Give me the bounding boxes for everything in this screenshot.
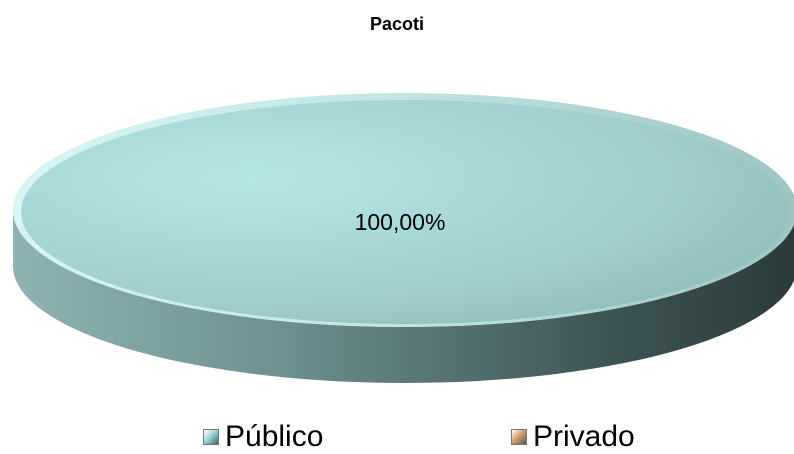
legend-item-privado: Privado (511, 420, 635, 454)
data-label-publico: 100,00% (355, 209, 446, 235)
pie-slice-side-0 (13, 210, 794, 383)
chart-title: Pacoti (369, 14, 425, 34)
legend-swatch-publico (203, 429, 219, 445)
pie-slice-top-0 (21, 100, 789, 324)
legend-swatch-privado (511, 429, 527, 445)
legend-item-publico: Público (203, 420, 323, 454)
legend-label-publico: Público (225, 420, 324, 453)
legend-label-privado: Privado (533, 420, 635, 453)
